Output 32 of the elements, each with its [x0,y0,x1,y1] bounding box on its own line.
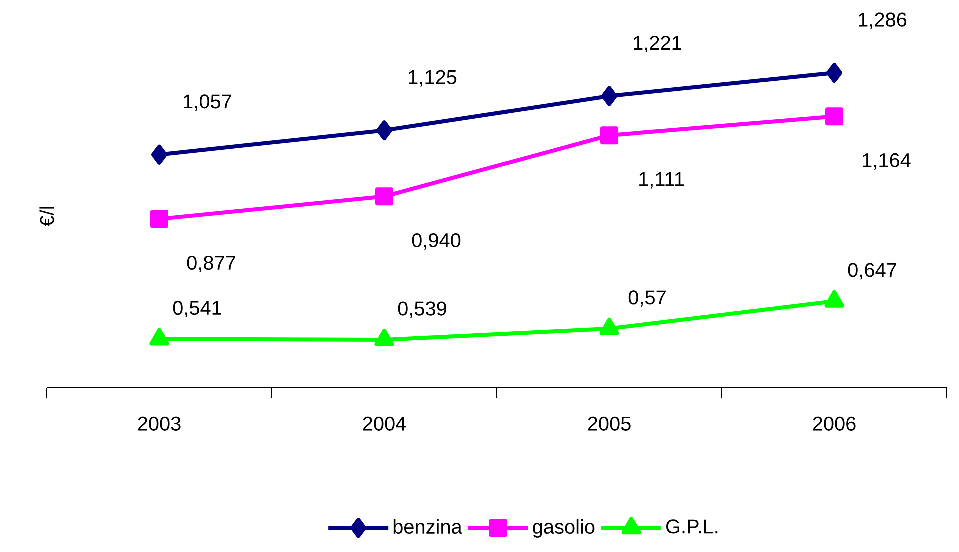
data-label: 1,286 [859,12,907,30]
point [376,188,394,206]
data-label: 0,539 [398,302,446,318]
data-label: 1,164 [863,153,911,170]
point [600,318,620,336]
point [826,108,844,126]
point [602,86,618,106]
legend-label: G.P.L. [666,520,718,534]
data-label: 0,541 [173,301,222,318]
x-tick-label: 2004 [363,416,406,431]
point [826,63,843,84]
data-label: 0,647 [848,263,896,280]
data-label: 1,057 [184,94,232,112]
y-axis-title: €/l [40,207,54,227]
point [600,126,619,145]
legend-label: benzina [394,519,462,534]
point [374,328,394,346]
data-label: 1,221 [634,36,682,52]
data-label: 1,111 [640,172,684,189]
x-tick-label: 2006 [813,416,856,431]
data-label: 0,940 [412,233,461,250]
x-tick-label: 2003 [138,416,181,431]
data-label: 1,125 [409,70,457,87]
point [150,328,170,346]
point [152,144,168,165]
data-label: 0,877 [187,256,236,272]
point [376,120,393,141]
x-tick-label: 2005 [588,416,631,431]
data-label: 0,57 [628,290,666,308]
point [824,290,844,308]
legend-label: gasolio [533,519,595,538]
point [150,210,168,228]
